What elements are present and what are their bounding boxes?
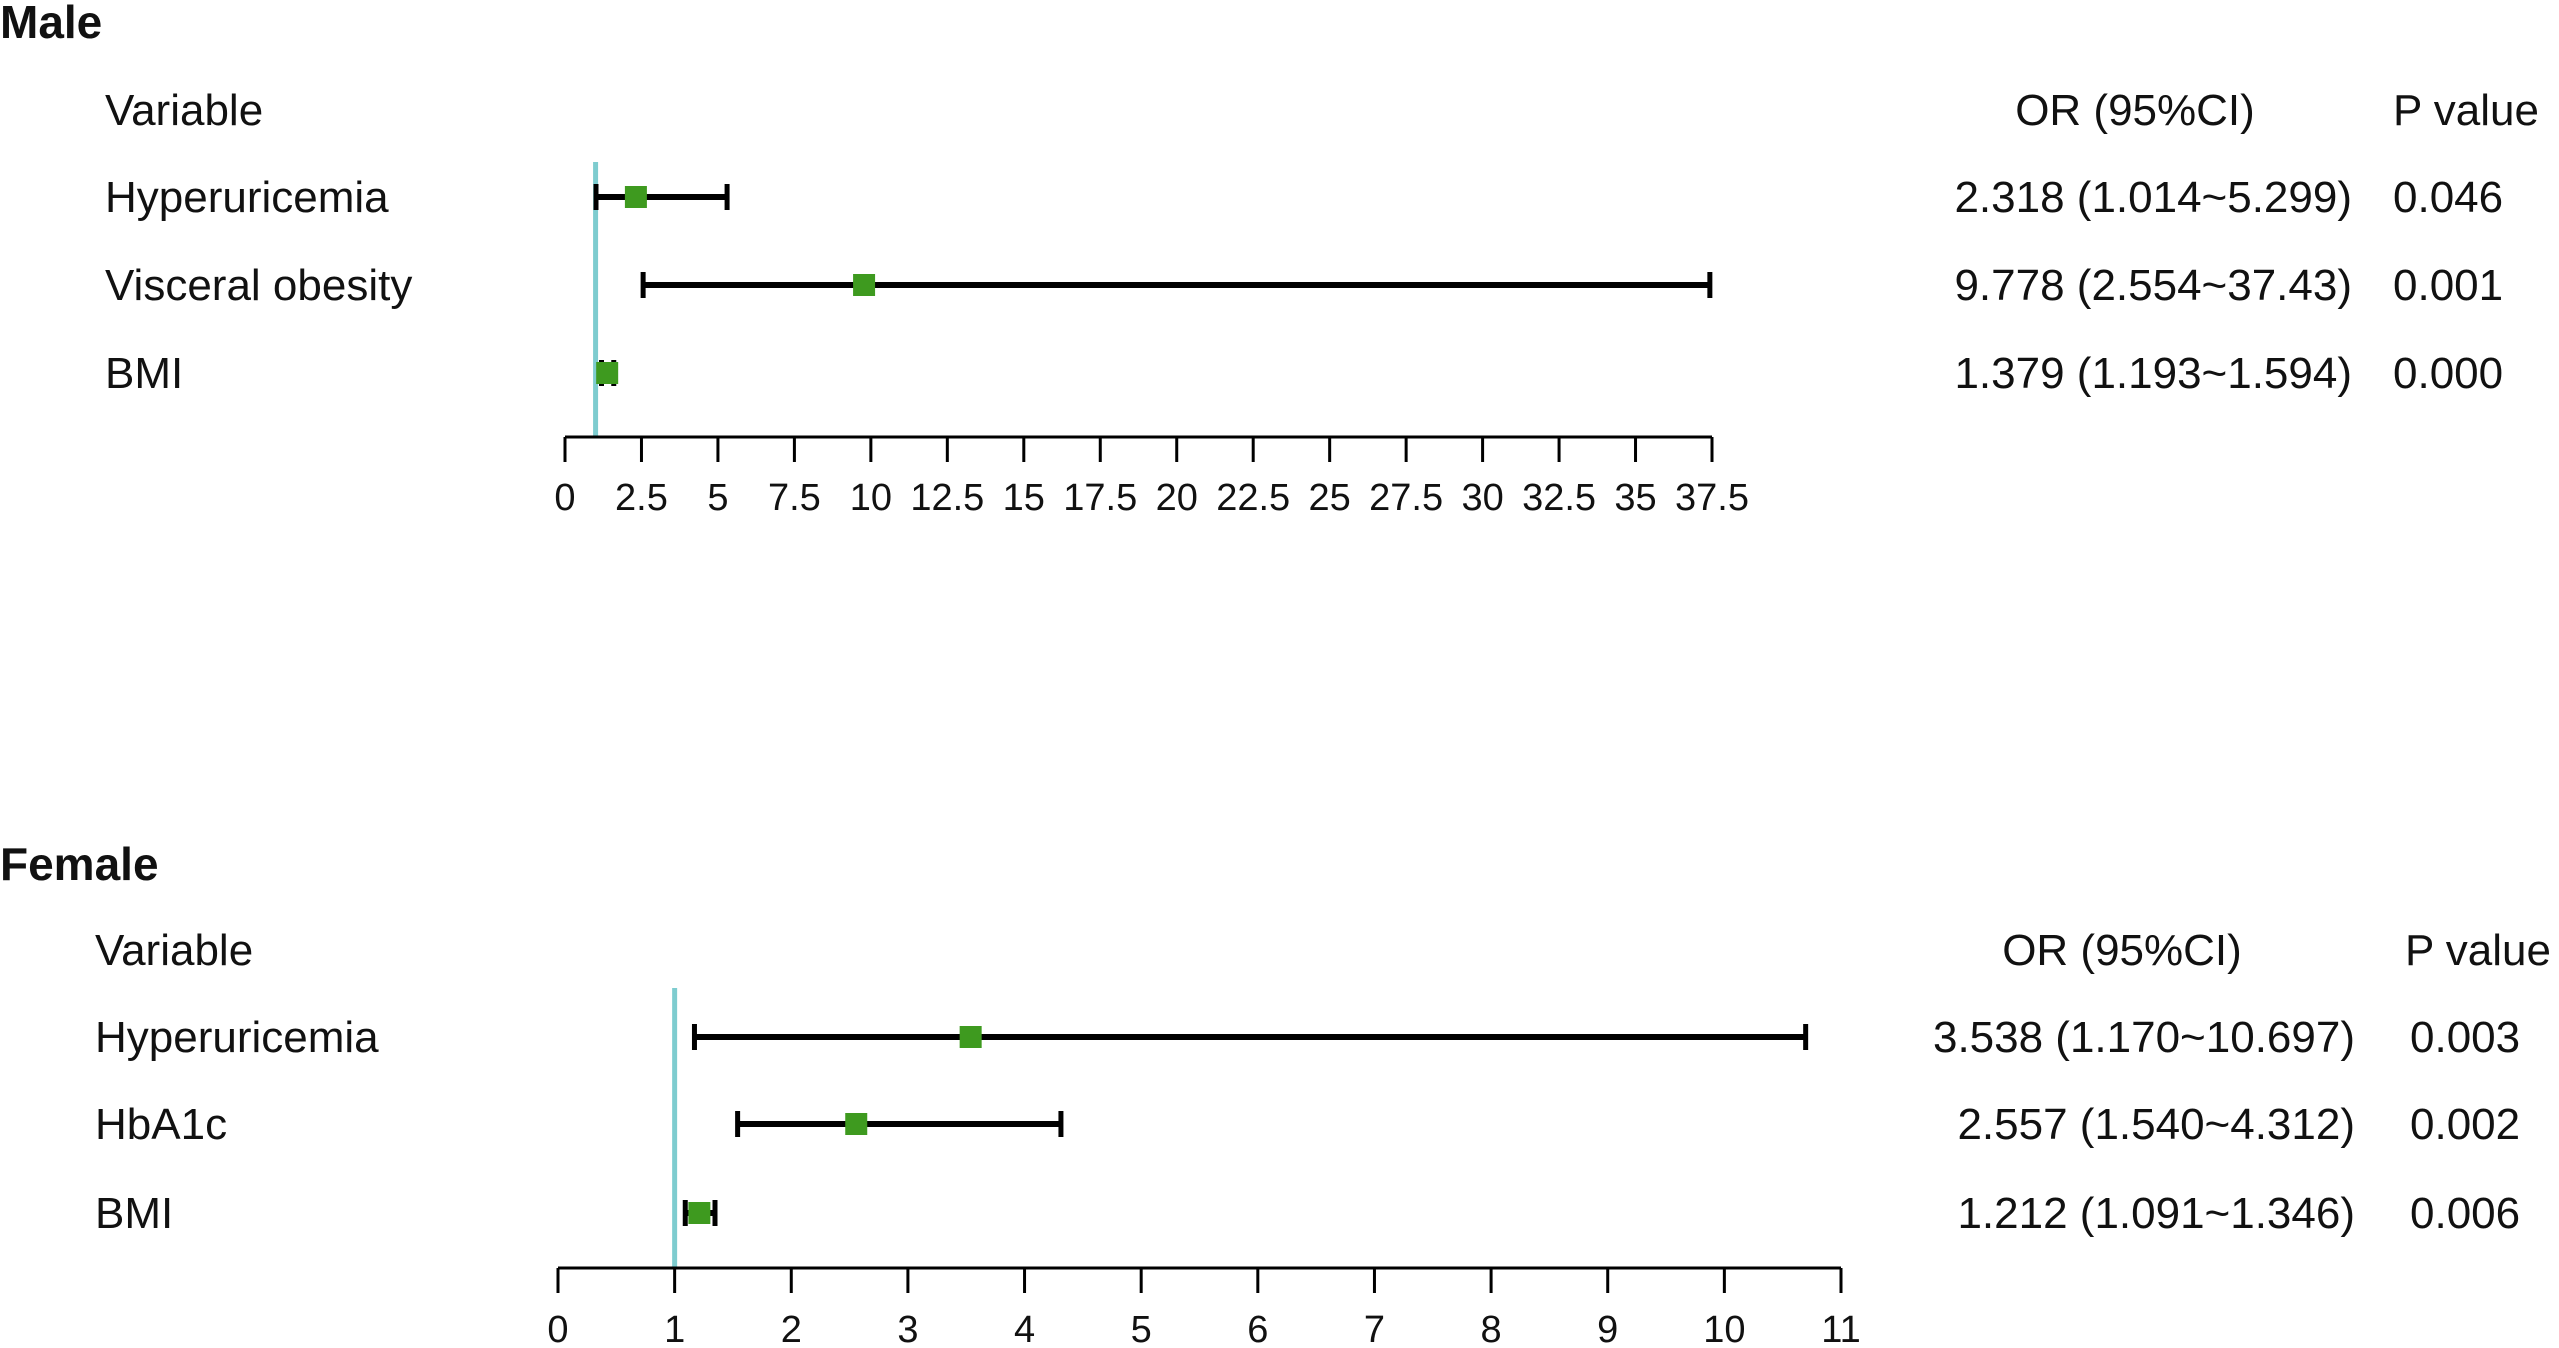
male-x-tick-label: 10 xyxy=(850,477,892,519)
female-x-tick-label: 0 xyxy=(547,1309,568,1348)
female-row-or-ci: 2.557 (1.540~4.312) xyxy=(1957,1100,2355,1149)
male-x-tick-label: 0 xyxy=(554,477,575,519)
female-x-tick-label: 1 xyxy=(664,1309,685,1348)
male-or-point xyxy=(624,186,647,208)
female-x-tick-label: 8 xyxy=(1481,1309,1502,1348)
male-x-tick-label: 2.5 xyxy=(615,477,668,519)
male-row-p-value: 0.001 xyxy=(2393,261,2503,310)
female-row-variable-label: BMI xyxy=(95,1189,173,1238)
male-x-tick-label: 37.5 xyxy=(1675,477,1749,519)
female-row-p-value: 0.003 xyxy=(2410,1013,2520,1062)
male-x-tick-label: 27.5 xyxy=(1369,477,1443,519)
female-or-header: OR (95%CI) xyxy=(2002,926,2242,975)
male-or-point xyxy=(853,274,876,296)
male-row-p-value: 0.000 xyxy=(2393,349,2503,398)
male-or-header: OR (95%CI) xyxy=(2015,86,2255,135)
male-row-variable-label: BMI xyxy=(105,349,183,398)
female-x-tick-label: 6 xyxy=(1247,1309,1268,1348)
female-row-p-value: 0.006 xyxy=(2410,1189,2520,1238)
male-x-tick-label: 22.5 xyxy=(1216,477,1290,519)
male-variable-header: Variable xyxy=(105,86,263,135)
male-x-tick-label: 32.5 xyxy=(1522,477,1596,519)
female-row-or-ci: 1.212 (1.091~1.346) xyxy=(1957,1189,2355,1238)
female-x-tick-label: 2 xyxy=(781,1309,802,1348)
female-x-tick-label: 7 xyxy=(1364,1309,1385,1348)
female-row-p-value: 0.002 xyxy=(2410,1100,2520,1149)
male-x-tick-label: 15 xyxy=(1003,477,1045,519)
female-x-tick-label: 9 xyxy=(1597,1309,1618,1348)
female-variable-header: Variable xyxy=(95,926,253,975)
male-x-tick-label: 7.5 xyxy=(768,477,821,519)
male-row-variable-label: Visceral obesity xyxy=(105,261,412,310)
female-row-variable-label: Hyperuricemia xyxy=(95,1013,379,1062)
male-x-tick-label: 5 xyxy=(707,477,728,519)
female-x-tick-label: 4 xyxy=(1014,1309,1035,1348)
female-p-header: P value xyxy=(2405,926,2551,975)
female-x-tick-label: 11 xyxy=(1821,1309,1860,1348)
male-x-tick-label: 30 xyxy=(1461,477,1503,519)
male-x-tick-label: 20 xyxy=(1156,477,1198,519)
female-or-point xyxy=(688,1202,711,1224)
female-or-point xyxy=(959,1026,982,1048)
male-x-tick-label: 35 xyxy=(1614,477,1656,519)
male-x-tick-label: 12.5 xyxy=(910,477,984,519)
male-x-tick-label: 25 xyxy=(1309,477,1351,519)
male-panel-title: Male xyxy=(0,0,102,48)
male-p-header: P value xyxy=(2393,86,2539,135)
male-row-variable-label: Hyperuricemia xyxy=(105,173,389,222)
male-row-or-ci: 9.778 (2.554~37.43) xyxy=(1954,261,2352,310)
female-x-tick-label: 10 xyxy=(1703,1309,1745,1348)
female-x-tick-label: 3 xyxy=(897,1309,918,1348)
female-x-tick-label: 5 xyxy=(1131,1309,1152,1348)
male-row-p-value: 0.046 xyxy=(2393,173,2503,222)
male-row-or-ci: 1.379 (1.193~1.594) xyxy=(1954,349,2352,398)
female-row-variable-label: HbA1c xyxy=(95,1100,227,1149)
male-row-or-ci: 2.318 (1.014~5.299) xyxy=(1954,173,2352,222)
female-row-or-ci: 3.538 (1.170~10.697) xyxy=(1933,1013,2355,1062)
female-or-point xyxy=(845,1113,868,1135)
male-or-point xyxy=(596,362,619,384)
female-panel-title: Female xyxy=(0,838,159,890)
male-x-tick-label: 17.5 xyxy=(1063,477,1137,519)
